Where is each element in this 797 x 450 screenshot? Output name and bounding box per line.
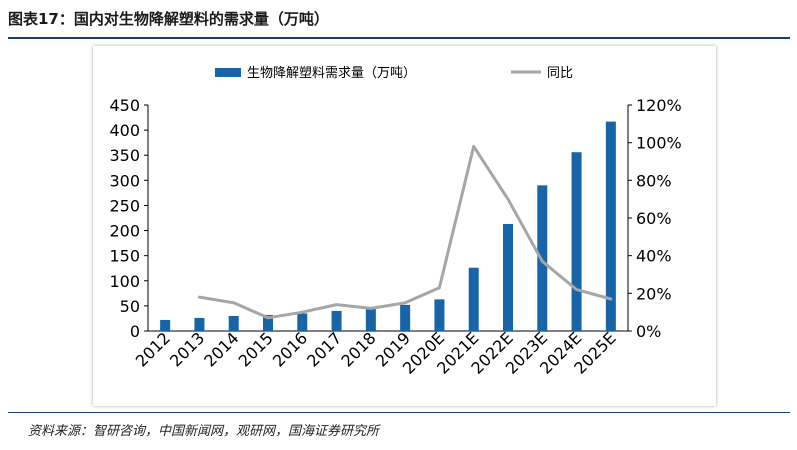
left-tick-label: 100 — [109, 272, 140, 291]
left-tick-label: 150 — [109, 247, 140, 266]
bar-2015 — [263, 314, 273, 331]
x-tick-label: 2016 — [269, 328, 311, 370]
bar-2022E — [503, 224, 513, 331]
figure-title: 图表17：国内对生物降解塑料的需求量（万吨） — [8, 10, 329, 28]
left-tick-label: 400 — [109, 121, 140, 140]
bar-2014 — [228, 315, 239, 331]
right-tick-label: 60% — [636, 209, 672, 228]
bar-2024E — [571, 152, 582, 331]
right-tick-label: 80% — [636, 171, 672, 190]
chart-panel: 0 50 100 150 200 250 300 350 400 450 0% 20% 40% 60% 80… — [93, 46, 716, 406]
legend-bar-label: 生物降解塑料需求量（万吨） — [247, 66, 416, 81]
top-divider — [8, 37, 790, 39]
left-tick-label: 200 — [109, 222, 140, 241]
legend-line-label: 同比 — [547, 66, 573, 81]
bar-2019 — [400, 304, 411, 331]
chart: 0 50 100 150 200 250 300 350 400 450 0% 20% 40% 60% 80… — [109, 66, 682, 378]
bar-2020E — [434, 299, 445, 331]
x-tick-label: 2013 — [166, 328, 208, 370]
right-tick-label: 100% — [636, 134, 682, 153]
bar-2025E — [605, 121, 616, 331]
bar-2018 — [365, 308, 376, 331]
left-tick-label: 300 — [109, 171, 140, 190]
right-tick-label: 20% — [636, 284, 672, 303]
bar-2016 — [297, 313, 308, 331]
legend-bar-swatch — [215, 68, 241, 77]
bar-2013 — [194, 317, 205, 331]
bottom-divider — [8, 412, 790, 413]
left-tick-label: 250 — [109, 196, 140, 215]
x-tick-label: 2018 — [337, 328, 379, 370]
right-tick-label: 0% — [636, 322, 661, 341]
x-tick-label: 2017 — [303, 328, 345, 370]
bar-2012 — [160, 319, 171, 331]
right-tick-label: 40% — [636, 247, 672, 266]
right-tick-label: 120% — [636, 96, 682, 115]
x-tick-label: 2014 — [200, 328, 242, 370]
bar-2021E — [468, 267, 479, 331]
bar-2017 — [331, 310, 342, 331]
x-tick-label: 2015 — [235, 328, 277, 370]
yoy-line — [197, 144, 613, 320]
left-tick-label: 0 — [130, 322, 140, 341]
left-tick-label: 50 — [120, 297, 140, 316]
source-note: 资料来源：智研咨询，中国新闻网，观研网，国海证券研究所 — [28, 424, 380, 439]
left-tick-label: 350 — [109, 146, 140, 165]
left-tick-label: 450 — [109, 96, 140, 115]
